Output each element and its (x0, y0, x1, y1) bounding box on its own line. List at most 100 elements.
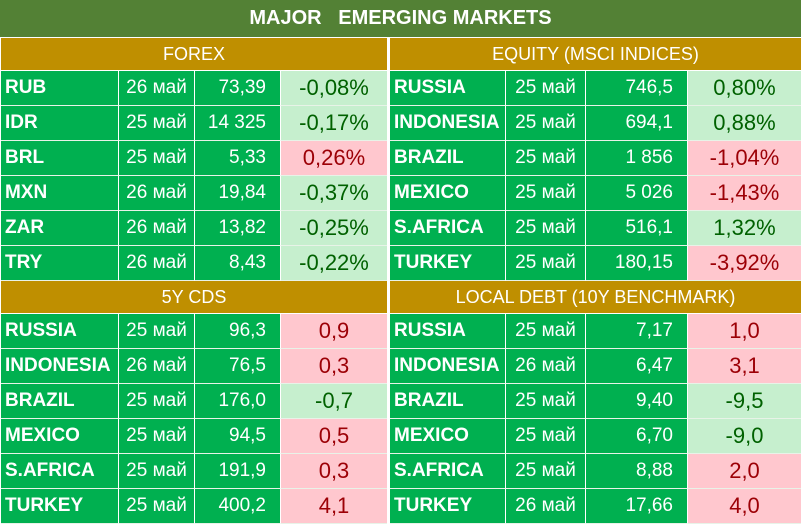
row-value: 8,88 (586, 454, 688, 489)
row-name: ZAR (1, 211, 119, 246)
row-change: 0,80% (688, 71, 801, 106)
row-date: 25 май (119, 106, 195, 141)
row-name: MXN (1, 176, 119, 211)
row-date: 25 май (119, 419, 195, 454)
row-date: 25 май (506, 106, 586, 141)
row-name: TURKEY (390, 246, 506, 281)
row-name: RUSSIA (1, 314, 119, 349)
table-row: MEXICO 25 май 5 026 -1,43% (390, 176, 801, 211)
cds-rows: RUSSIA 25 май 96,3 0,9 INDONESIA 26 май 76,5 0,… (1, 314, 387, 524)
row-name: TRY (1, 246, 119, 281)
row-date: 26 май (506, 489, 586, 524)
debt-panel: LOCAL DEBT (10Y BENCHMARK) RUSSIA 25 май 7… (390, 281, 801, 524)
row-change: -9,5 (688, 384, 801, 419)
row-name: RUB (1, 71, 119, 106)
row-value: 76,5 (195, 349, 281, 384)
row-name: INDONESIA (390, 106, 506, 141)
table-row: RUSSIA 25 май 7,17 1,0 (390, 314, 801, 349)
row-name: BRAZIL (1, 384, 119, 419)
row-name: S.AFRICA (390, 211, 506, 246)
table-row: INDONESIA 25 май 694,1 0,88% (390, 106, 801, 141)
panel-divider (387, 37, 390, 524)
row-name: MEXICO (390, 419, 506, 454)
row-date: 26 май (119, 71, 195, 106)
row-name: RUSSIA (390, 71, 506, 106)
table-row: BRL 25 май 5,33 0,26% (1, 141, 387, 176)
row-value: 6,47 (586, 349, 688, 384)
table-row: INDONESIA 26 май 6,47 3,1 (390, 349, 801, 384)
row-value: 7,17 (586, 314, 688, 349)
table-row: ZAR 26 май 13,82 -0,25% (1, 211, 387, 246)
forex-rows: RUB 26 май 73,39 -0,08% IDR 25 май 14 325 -0,17… (1, 71, 387, 281)
forex-panel: FOREX RUB 26 май 73,39 -0,08% IDR 25 май 14 32… (1, 38, 387, 281)
row-value: 5,33 (195, 141, 281, 176)
row-date: 25 май (506, 246, 586, 281)
table-row: BRAZIL 25 май 1 856 -1,04% (390, 141, 801, 176)
row-change: -0,17% (281, 106, 387, 141)
row-date: 25 май (119, 489, 195, 524)
row-value: 191,9 (195, 454, 281, 489)
row-change: 4,1 (281, 489, 387, 524)
row-value: 9,40 (586, 384, 688, 419)
row-value: 5 026 (586, 176, 688, 211)
row-change: 4,0 (688, 489, 801, 524)
row-date: 26 май (119, 211, 195, 246)
row-value: 17,66 (586, 489, 688, 524)
table-row: MEXICO 25 май 94,5 0,5 (1, 419, 387, 454)
row-change: 2,0 (688, 454, 801, 489)
table-row: MXN 26 май 19,84 -0,37% (1, 176, 387, 211)
row-change: 3,1 (688, 349, 801, 384)
row-name: MEXICO (390, 176, 506, 211)
row-name: BRL (1, 141, 119, 176)
row-value: 400,2 (195, 489, 281, 524)
row-change: -9,0 (688, 419, 801, 454)
row-value: 516,1 (586, 211, 688, 246)
row-value: 694,1 (586, 106, 688, 141)
row-change: -1,43% (688, 176, 801, 211)
row-name: MEXICO (1, 419, 119, 454)
debt-rows: RUSSIA 25 май 7,17 1,0 INDONESIA 26 май 6,47 3,… (390, 314, 801, 524)
table-row: IDR 25 май 14 325 -0,17% (1, 106, 387, 141)
row-change: -0,22% (281, 246, 387, 281)
row-date: 25 май (506, 454, 586, 489)
table-row: RUSSIA 25 май 746,5 0,80% (390, 71, 801, 106)
row-name: RUSSIA (390, 314, 506, 349)
row-value: 14 325 (195, 106, 281, 141)
row-name: BRAZIL (390, 141, 506, 176)
row-change: 1,0 (688, 314, 801, 349)
table-row: INDONESIA 26 май 76,5 0,3 (1, 349, 387, 384)
row-date: 25 май (119, 141, 195, 176)
row-date: 26 май (119, 246, 195, 281)
row-value: 96,3 (195, 314, 281, 349)
row-date: 25 май (506, 141, 586, 176)
row-change: 0,88% (688, 106, 801, 141)
row-date: 25 май (506, 314, 586, 349)
row-change: -0,37% (281, 176, 387, 211)
row-change: -0,7 (281, 384, 387, 419)
row-change: -0,25% (281, 211, 387, 246)
row-date: 26 май (119, 349, 195, 384)
row-name: S.AFRICA (1, 454, 119, 489)
row-date: 25 май (506, 71, 586, 106)
table-row: RUB 26 май 73,39 -0,08% (1, 71, 387, 106)
row-change: -0,08% (281, 71, 387, 106)
row-change: -1,04% (688, 141, 801, 176)
page-title: MAJOR EMERGING MARKETS (0, 0, 801, 37)
row-date: 25 май (119, 454, 195, 489)
table-row: TRY 26 май 8,43 -0,22% (1, 246, 387, 281)
row-date: 26 май (506, 349, 586, 384)
cds-header: 5Y CDS (1, 281, 387, 314)
debt-header: LOCAL DEBT (10Y BENCHMARK) (390, 281, 801, 314)
row-value: 8,43 (195, 246, 281, 281)
row-date: 26 май (119, 176, 195, 211)
row-date: 25 май (119, 314, 195, 349)
row-date: 25 май (506, 176, 586, 211)
row-date: 25 май (506, 384, 586, 419)
table-row: S.AFRICA 25 май 191,9 0,3 (1, 454, 387, 489)
table-row: S.AFRICA 25 май 516,1 1,32% (390, 211, 801, 246)
row-value: 176,0 (195, 384, 281, 419)
row-change: -3,92% (688, 246, 801, 281)
row-date: 25 май (506, 419, 586, 454)
cds-panel: 5Y CDS RUSSIA 25 май 96,3 0,9 INDONESIA 26 ма… (1, 281, 387, 524)
row-value: 6,70 (586, 419, 688, 454)
